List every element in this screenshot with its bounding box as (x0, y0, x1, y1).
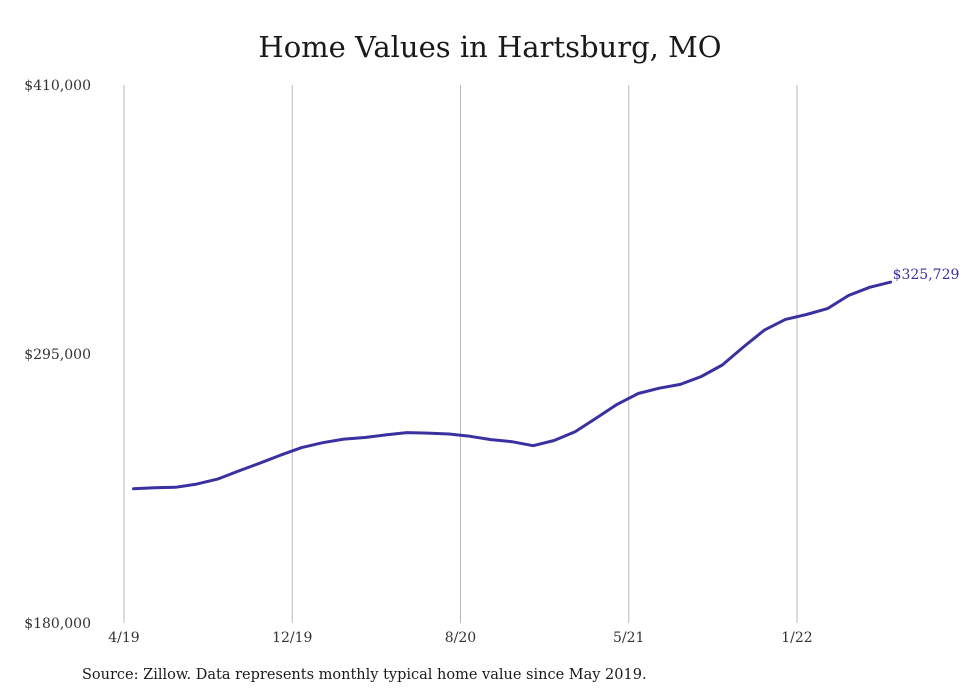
y-tick-label: $410,000 (24, 78, 91, 94)
gridlines (123, 85, 798, 623)
series-line (132, 280, 893, 491)
x-tick-label: 4/19 (108, 630, 139, 646)
x-tick-label: 1/22 (781, 630, 812, 646)
x-tick-label: 5/21 (613, 630, 644, 646)
y-tick-label: $180,000 (24, 616, 91, 632)
axis-labels: 4/19 12/19 8/20 5/21 1/22 $410,000 $295,000 $18… (24, 78, 813, 646)
source-footnote: Source: Zillow. Data represents monthly … (82, 667, 647, 683)
x-tick-label: 12/19 (272, 630, 312, 646)
chart-title: Home Values in Hartsburg, MO (258, 30, 722, 64)
x-tick-label: 8/20 (445, 630, 476, 646)
end-value-label: $325,729 (893, 267, 960, 283)
y-tick-label: $295,000 (24, 347, 91, 363)
series-line-layer: $325,729 (132, 267, 960, 491)
